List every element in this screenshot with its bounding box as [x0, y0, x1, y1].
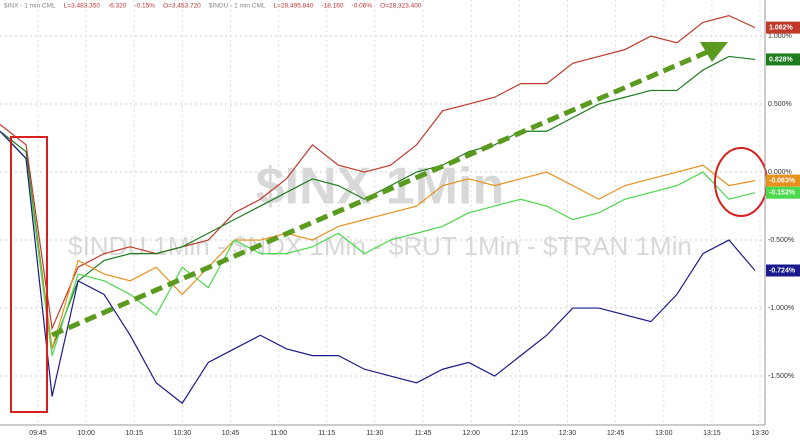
end-label: -0.724% [769, 267, 796, 274]
x-tick-label: 11:15 [318, 430, 335, 437]
x-tick-label: 10:00 [77, 430, 95, 437]
x-tick-label: 12:45 [607, 430, 625, 437]
end-label: 1.062% [769, 24, 794, 31]
y-tick-label: 0.000% [768, 169, 792, 176]
x-tick-label: 10:15 [126, 430, 144, 437]
y-tick-label: -1.500% [768, 373, 794, 380]
x-tick-label: 13:15 [703, 430, 721, 437]
end-label: -0.152% [769, 190, 796, 197]
x-tick-label: 13:30 [751, 430, 769, 437]
end-label-box [766, 174, 800, 187]
y-tick-label: -1.000% [768, 305, 794, 312]
series-line [0, 130, 756, 356]
header-text: $INDU - 1 min CML [209, 3, 266, 10]
trend-arrow [51, 47, 713, 338]
x-tick-label: 13:00 [655, 430, 673, 437]
x-tick-label: 10:45 [222, 430, 240, 437]
x-tick-label: 11:00 [270, 430, 287, 437]
end-label-box [766, 264, 800, 277]
x-tick-label: 12:00 [462, 430, 480, 437]
x-tick-label: 11:45 [415, 430, 432, 437]
end-label-box [766, 186, 800, 199]
header-text: O=3,453.720 [163, 3, 201, 10]
x-tick-label: 12:15 [511, 430, 529, 437]
series-line [0, 130, 756, 350]
header-text: -0.06% [352, 3, 373, 10]
end-label: 0.828% [769, 56, 794, 63]
y-tick-label: 1.000% [768, 33, 792, 40]
header-text: -0.15% [134, 3, 155, 10]
header-text: L=28,495.840 [274, 3, 314, 10]
x-tick-label: 10:30 [174, 430, 192, 437]
x-tick-label: 09:45 [29, 430, 47, 437]
series-line [0, 55, 756, 350]
end-label: -0.063% [769, 177, 796, 184]
x-tick-label: 11:30 [366, 430, 383, 437]
header-text: $INX - 1 min CML [4, 3, 56, 10]
end-label-box [766, 53, 800, 66]
y-tick-label: -0.500% [768, 237, 794, 244]
series-line [0, 130, 756, 405]
header-text: O=28,323.400 [380, 3, 422, 10]
header-text: -18.160 [321, 3, 343, 10]
highlight-box [10, 136, 48, 413]
header-text: L=3,483.350 [64, 3, 101, 10]
arrow-head [700, 42, 728, 62]
y-tick-label: 0.500% [768, 101, 792, 108]
x-tick-label: 12:30 [559, 430, 577, 437]
end-label-box [766, 21, 800, 34]
watermark: $INX 1Min [256, 158, 505, 216]
series-line [0, 15, 756, 331]
header-text: -6.320 [108, 3, 127, 10]
